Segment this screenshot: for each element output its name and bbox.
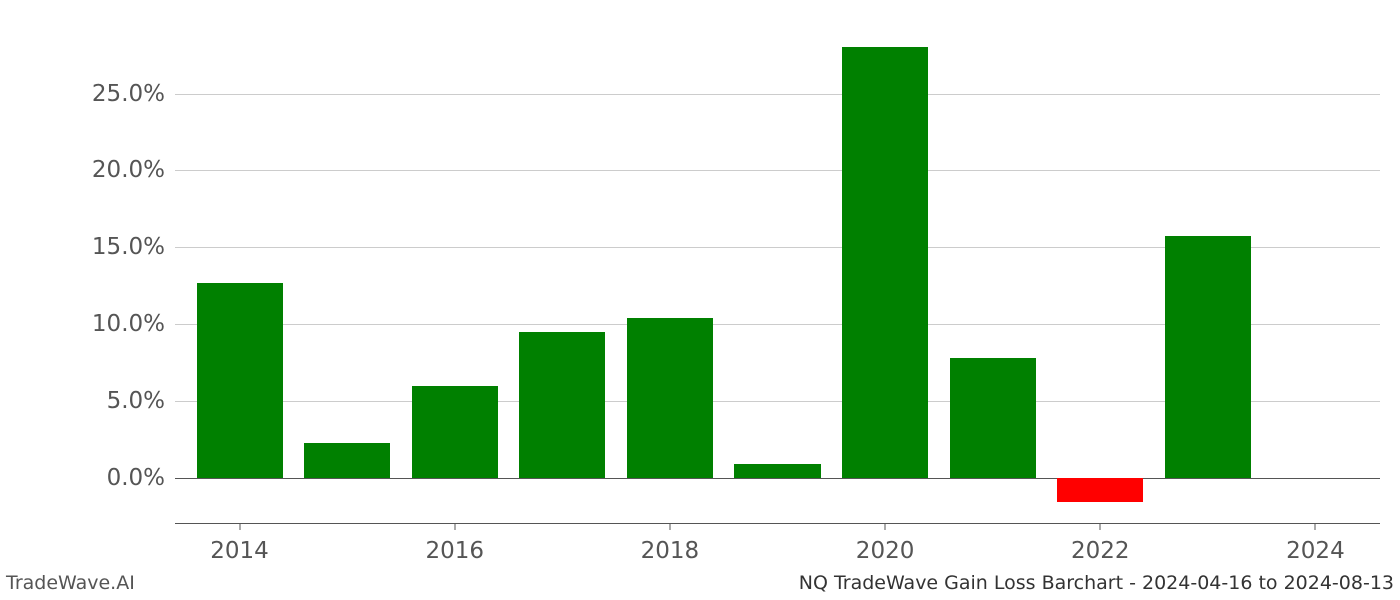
bar — [734, 464, 820, 478]
ytick-label: 0.0% — [107, 465, 175, 491]
xtick-label: 2020 — [856, 524, 915, 564]
footer-left-brand: TradeWave.AI — [6, 572, 135, 594]
xtick-label: 2018 — [641, 524, 700, 564]
ytick-label: 20.0% — [92, 157, 175, 183]
xtick-label: 2024 — [1286, 524, 1345, 564]
ytick-label: 25.0% — [92, 81, 175, 107]
bar — [197, 283, 283, 478]
footer-right-caption: NQ TradeWave Gain Loss Barchart - 2024-0… — [799, 572, 1394, 594]
bar — [842, 47, 928, 478]
xtick-label: 2014 — [210, 524, 269, 564]
bar — [304, 443, 390, 478]
ytick-label: 15.0% — [92, 234, 175, 260]
gridline — [175, 170, 1380, 171]
gridline — [175, 94, 1380, 95]
zero-line — [175, 478, 1380, 479]
bar — [1057, 478, 1143, 503]
bar — [627, 318, 713, 478]
bar — [519, 332, 605, 478]
bar — [412, 386, 498, 478]
ytick-label: 10.0% — [92, 311, 175, 337]
xtick-label: 2016 — [425, 524, 484, 564]
plot-area: 0.0%5.0%10.0%15.0%20.0%25.0%201420162018… — [175, 32, 1380, 524]
x-axis-spine — [175, 523, 1380, 524]
bar — [950, 358, 1036, 478]
ytick-label: 5.0% — [107, 388, 175, 414]
bar — [1165, 236, 1251, 477]
xtick-label: 2022 — [1071, 524, 1130, 564]
